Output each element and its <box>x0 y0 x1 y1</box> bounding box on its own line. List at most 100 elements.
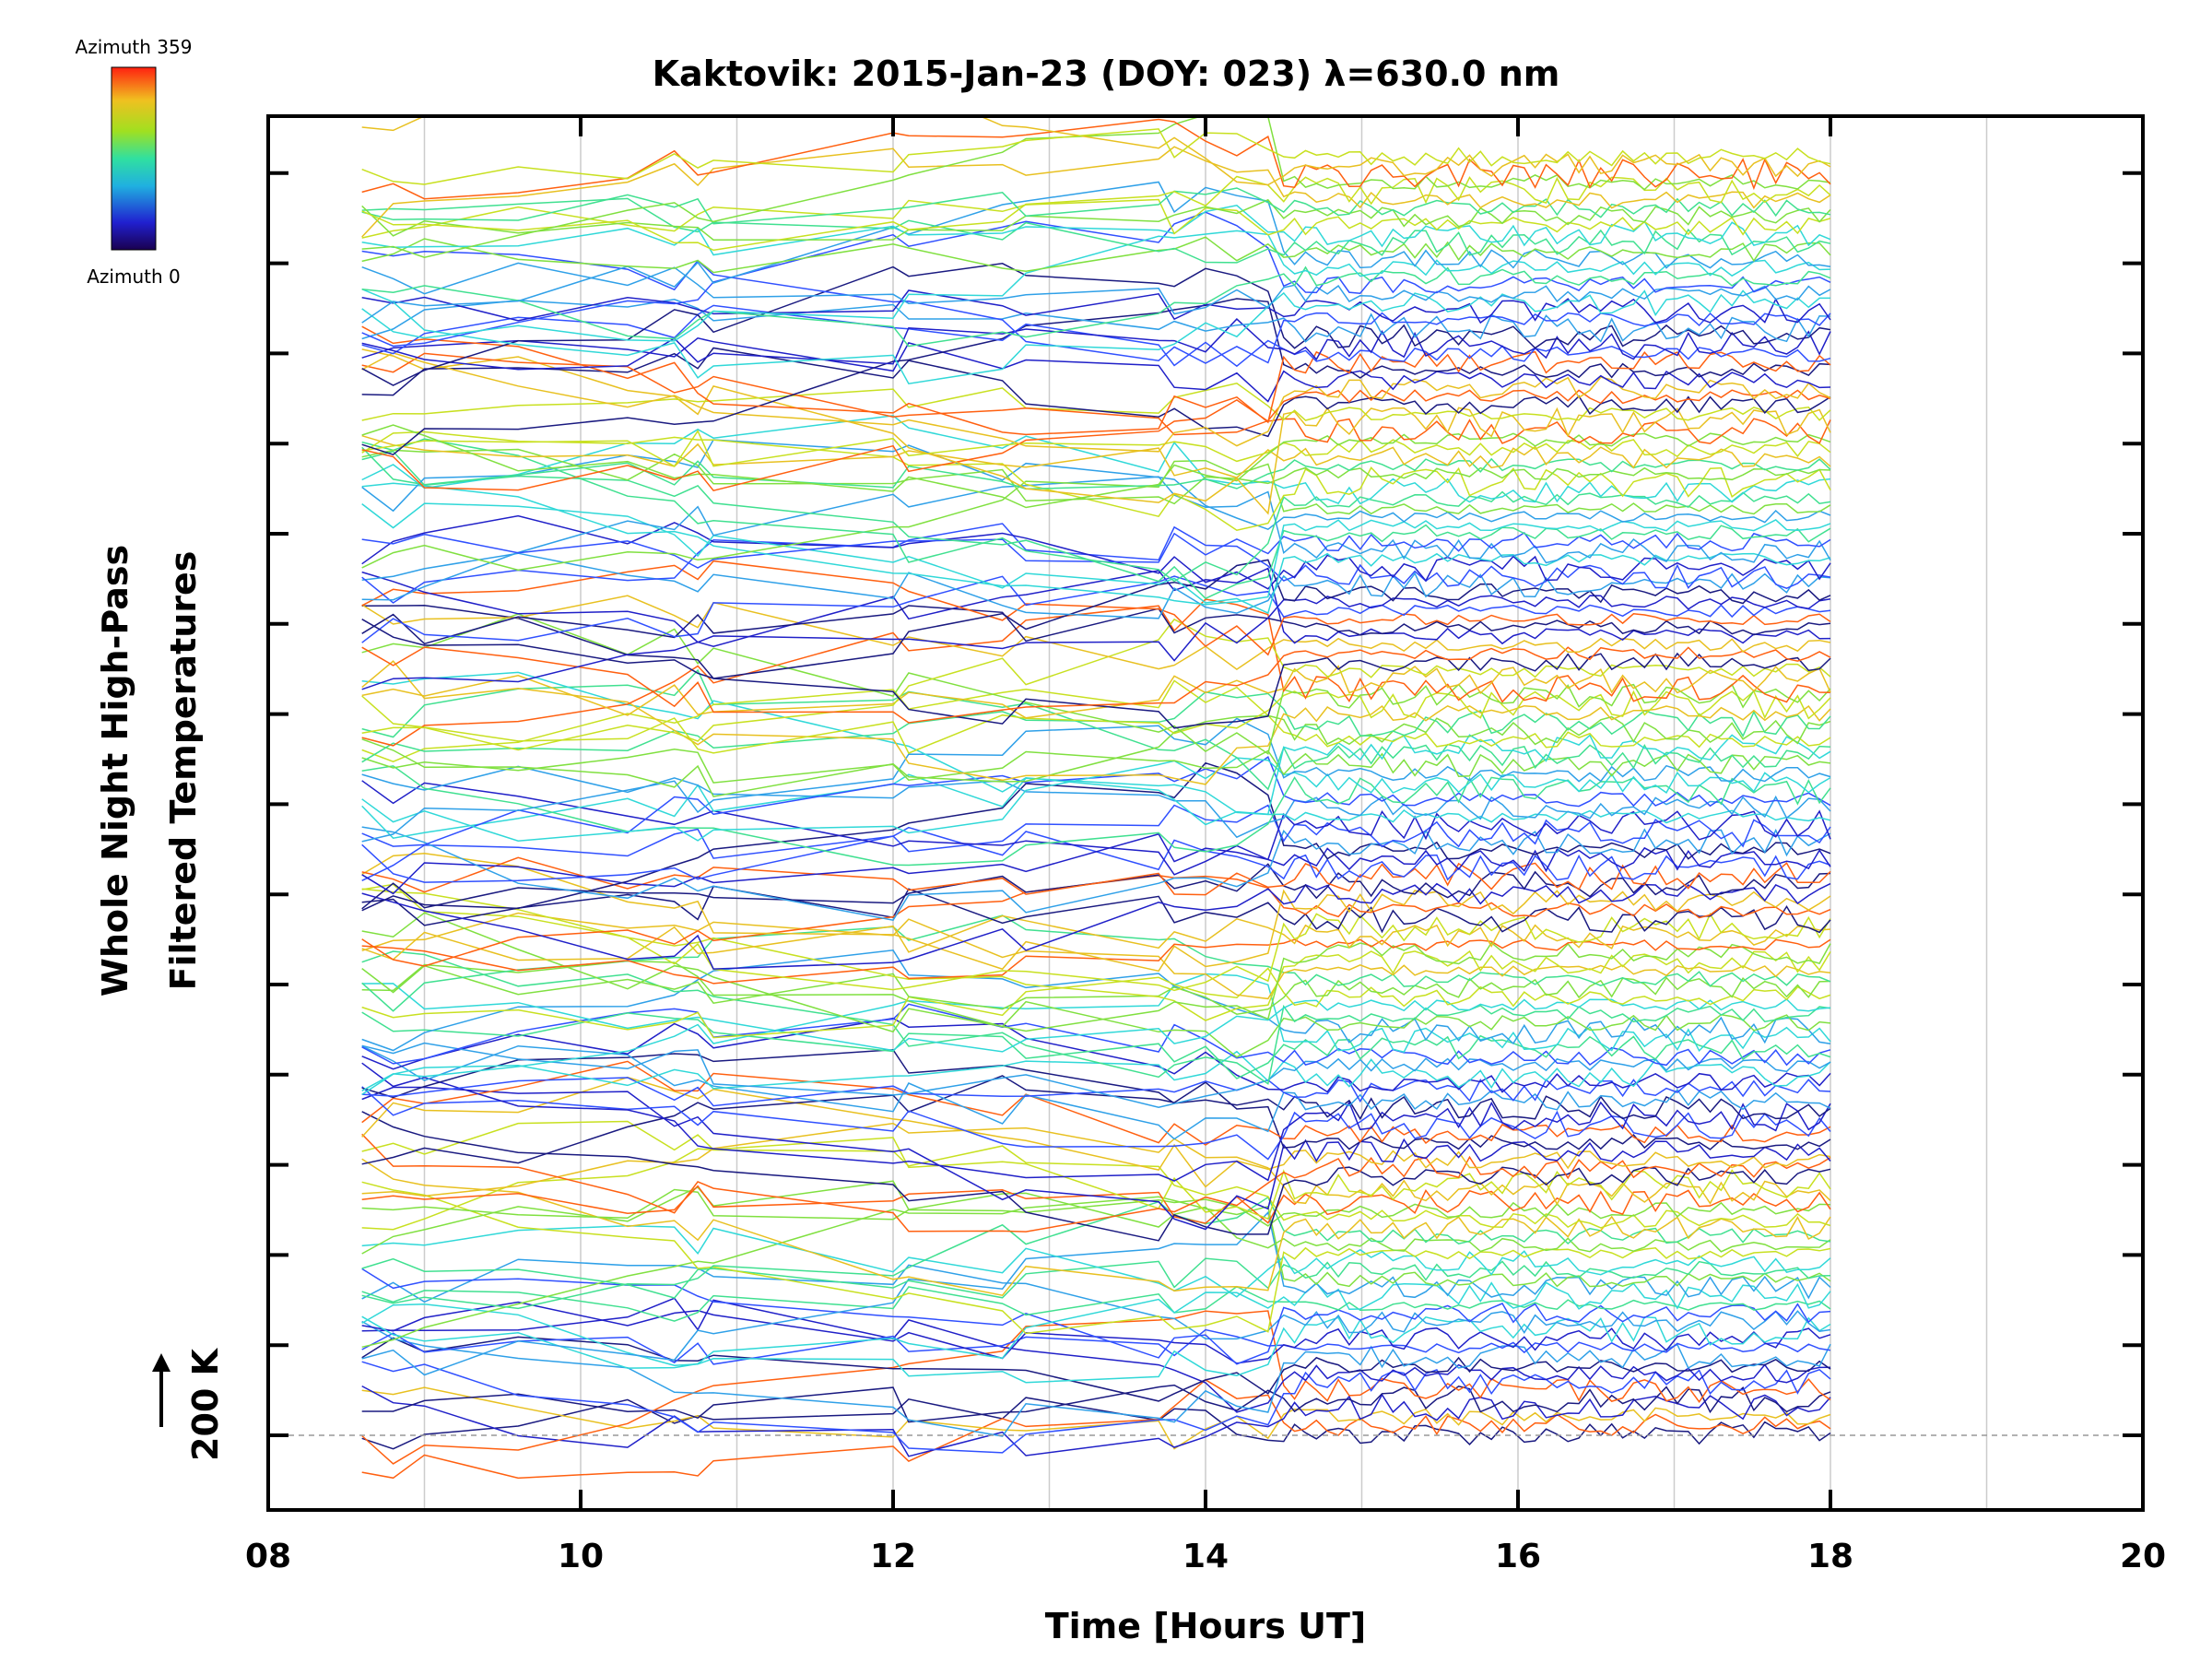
temperature-trace <box>361 757 1831 842</box>
temperature-trace <box>361 605 1831 645</box>
x-tick-label: 10 <box>558 1538 604 1575</box>
temperature-trace <box>361 146 1831 238</box>
temperature-trace <box>361 567 1831 690</box>
temperature-trace <box>361 187 1831 225</box>
temperature-trace <box>361 598 1831 747</box>
temperature-trace <box>361 1062 1831 1182</box>
x-tick-label: 18 <box>1807 1538 1853 1575</box>
temperature-trace <box>361 325 1831 436</box>
temperature-trace <box>361 1378 1831 1480</box>
temperature-trace <box>361 1011 1831 1079</box>
temperature-trace <box>361 1181 1831 1335</box>
temperature-trace <box>361 262 1831 315</box>
temperature-trace <box>361 181 1831 324</box>
y-axis-title-line2: Filtered Temperatures <box>163 551 204 991</box>
colorbar-top-label: Azimuth 359 <box>76 36 193 58</box>
temperature-trace <box>361 1076 1831 1188</box>
temperature-trace <box>361 1210 1831 1376</box>
vertical-grid <box>423 116 1988 1510</box>
colorbar-bottom-label: Azimuth 0 <box>87 265 181 288</box>
x-ticks: 08 10 12 14 16 18 20 <box>245 116 2166 1575</box>
temperature-trace <box>361 679 1831 763</box>
temperature-trace <box>361 804 1831 883</box>
temperature-trace <box>361 671 1831 826</box>
temperature-trace <box>361 668 1831 791</box>
temperature-trace <box>361 299 1831 343</box>
temperature-trace <box>361 211 1831 348</box>
temperature-trace <box>361 1122 1831 1206</box>
temperature-trace <box>361 1285 1831 1322</box>
temperature-trace <box>361 1268 1831 1365</box>
temperature-trace <box>361 446 1831 490</box>
temperature-trace <box>361 175 1831 252</box>
temperature-trace <box>361 318 1831 371</box>
temperature-trace <box>361 1120 1831 1221</box>
temperature-trace <box>361 482 1831 606</box>
temperature-trace <box>361 665 1831 719</box>
temperature-trace <box>361 1188 1831 1227</box>
chart-title: Kaktovik: 2015-Jan-23 (DOY: 023) λ=630.0… <box>653 53 1560 94</box>
temperature-trace <box>361 116 1831 186</box>
temperature-trace <box>361 336 1831 403</box>
temperature-trace <box>361 1049 1831 1121</box>
temperature-trace <box>361 1196 1831 1310</box>
temperature-trace <box>361 348 1831 515</box>
temperature-trace <box>361 949 1831 1052</box>
x-tick-label: 14 <box>1182 1538 1229 1575</box>
temperature-trace <box>361 450 1831 600</box>
temperature-trace <box>361 690 1831 763</box>
temperature-trace <box>361 424 1831 509</box>
temperature-trace <box>361 514 1831 590</box>
temperature-trace <box>361 298 1831 456</box>
temperature-trace <box>361 560 1831 656</box>
temperature-trace <box>361 1386 1831 1450</box>
temperature-trace <box>361 1158 1831 1297</box>
series-traces <box>361 116 1831 1480</box>
temperature-trace <box>361 888 1831 1021</box>
temperature-trace <box>361 250 1831 364</box>
temperature-trace <box>361 438 1831 583</box>
temperature-trace <box>361 198 1831 241</box>
temperature-trace <box>361 429 1831 467</box>
x-axis-title: Time [Hours UT] <box>1045 1606 1367 1646</box>
temperature-trace <box>361 1133 1831 1233</box>
temperature-trace <box>361 118 1831 200</box>
temperature-trace <box>361 605 1831 729</box>
temperature-trace <box>361 575 1831 643</box>
temperature-trace <box>361 399 1831 492</box>
temperature-trace <box>361 304 1831 368</box>
temperature-trace <box>361 128 1831 185</box>
temperature-trace <box>361 532 1831 569</box>
temperature-trace <box>361 914 1831 961</box>
scale-arrow-head <box>152 1353 171 1372</box>
temperature-trace <box>361 756 1831 847</box>
temperature-trace <box>361 660 1831 785</box>
temperature-trace <box>361 382 1831 421</box>
temperature-trace <box>361 1336 1831 1402</box>
y-axis-title-line1: Whole Night High-Pass <box>95 545 135 997</box>
temperature-trace <box>361 765 1831 867</box>
temperature-trace <box>361 863 1831 910</box>
temperature-trace <box>361 1385 1831 1457</box>
temperature-trace <box>361 116 1831 258</box>
x-tick-label: 08 <box>245 1538 291 1575</box>
temperature-trace <box>361 1301 1831 1364</box>
temperature-trace <box>361 476 1831 601</box>
temperature-trace <box>361 826 1831 881</box>
temperature-trace <box>361 882 1831 970</box>
temperature-trace <box>361 439 1831 531</box>
temperature-trace <box>361 1042 1831 1108</box>
temperature-trace <box>361 856 1831 896</box>
temperature-trace <box>361 1185 1831 1224</box>
temperature-trace <box>361 1180 1831 1255</box>
temperature-trace <box>361 912 1831 1033</box>
temperature-trace <box>361 434 1831 478</box>
temperature-trace <box>361 523 1831 604</box>
temperature-trace <box>361 571 1831 662</box>
temperature-trace <box>361 1075 1831 1165</box>
temperature-trace <box>361 289 1830 385</box>
temperature-trace <box>361 1086 1831 1161</box>
colorbar <box>111 66 157 251</box>
